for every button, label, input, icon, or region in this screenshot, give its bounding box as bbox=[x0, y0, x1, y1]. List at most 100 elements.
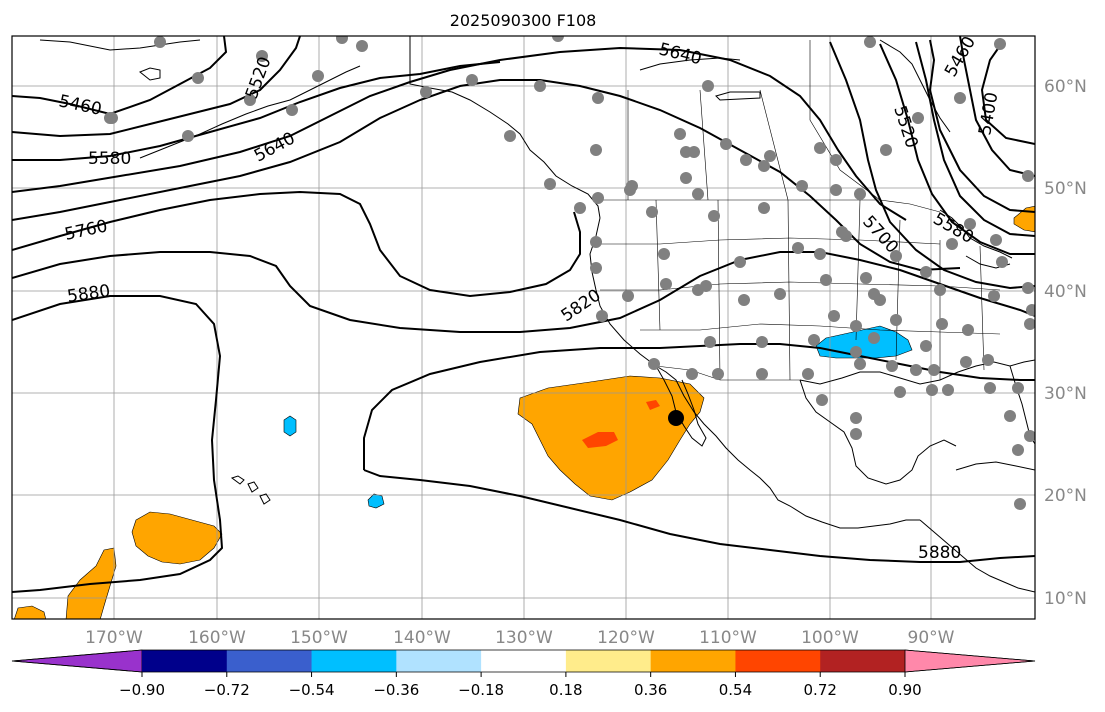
station-dot bbox=[808, 334, 820, 346]
contour-5460 bbox=[12, 36, 228, 116]
lon-label: 110°W bbox=[699, 628, 757, 648]
station-dot bbox=[552, 36, 564, 42]
station-dot bbox=[534, 80, 546, 92]
station-dot bbox=[590, 236, 602, 248]
colorbar-extend-high bbox=[904, 649, 1036, 673]
station-dot bbox=[868, 332, 880, 344]
station-dot bbox=[590, 144, 602, 156]
colorbar-segment bbox=[820, 650, 906, 672]
station-dot bbox=[658, 248, 670, 260]
station-dot bbox=[738, 294, 750, 306]
contour-5520 bbox=[12, 36, 301, 138]
station-dot bbox=[850, 428, 862, 440]
colorbar-segment bbox=[565, 650, 652, 672]
red-fill-baja-small bbox=[646, 400, 660, 410]
station-dot bbox=[596, 310, 608, 322]
contour-5700-east bbox=[829, 41, 1035, 290]
station-dot bbox=[962, 324, 974, 336]
red-fill-baja bbox=[582, 432, 618, 448]
colorbar-tick-label: 0.36 bbox=[634, 681, 667, 699]
colorbar-segment bbox=[735, 650, 821, 672]
station-dot bbox=[244, 94, 256, 106]
station-dot bbox=[994, 38, 1006, 50]
station-dot bbox=[850, 412, 862, 424]
station-dot bbox=[592, 92, 604, 104]
station-dot bbox=[1024, 430, 1035, 442]
station-dot bbox=[756, 368, 768, 380]
lon-label: 150°W bbox=[290, 628, 348, 648]
us-states-cols bbox=[655, 199, 985, 381]
station-dot bbox=[910, 364, 922, 376]
station-dot bbox=[756, 336, 768, 348]
colorbar-segment bbox=[650, 650, 736, 672]
canada-provinces bbox=[627, 40, 881, 201]
contour-5520-east bbox=[928, 39, 1035, 213]
colorbar-tick-label: −0.54 bbox=[289, 681, 335, 699]
station-dot bbox=[864, 36, 876, 48]
contour-5880-inner bbox=[363, 343, 1035, 563]
station-dot bbox=[890, 314, 902, 326]
station-dot bbox=[954, 92, 966, 104]
lon-label: 140°W bbox=[393, 628, 451, 648]
station-dot bbox=[1024, 318, 1035, 330]
blue-fill-plains bbox=[815, 325, 913, 359]
colorbar-segment bbox=[311, 650, 397, 672]
station-dot bbox=[880, 144, 892, 156]
station-dot bbox=[674, 128, 686, 140]
station-dot bbox=[356, 40, 368, 52]
station-dot bbox=[920, 266, 932, 278]
us-canada-border bbox=[598, 199, 941, 213]
station-dot bbox=[192, 72, 204, 84]
station-dot bbox=[764, 150, 776, 162]
colorbar-tick-label: 0.90 bbox=[888, 681, 921, 699]
station-dot bbox=[886, 360, 898, 372]
figure-title: 2025090300 F108 bbox=[450, 11, 597, 30]
station-dot bbox=[850, 346, 862, 358]
us-mexico-border bbox=[655, 365, 800, 381]
orange-fill-sw-corner bbox=[14, 605, 47, 619]
station-dot bbox=[964, 218, 976, 230]
station-dot bbox=[504, 130, 516, 142]
station-dot bbox=[920, 340, 932, 352]
station-dot bbox=[982, 354, 994, 366]
contour-5640-east bbox=[879, 43, 1035, 255]
colorbar-segment bbox=[142, 650, 228, 672]
colorbar-segment bbox=[226, 650, 313, 672]
blue-fill-pacific-2 bbox=[283, 415, 297, 437]
colorbar-tick-label: 0.54 bbox=[719, 681, 752, 699]
colorbar-tick-label: 0.18 bbox=[549, 681, 582, 699]
mexico-east-coast bbox=[799, 379, 957, 485]
station-dot bbox=[912, 112, 924, 124]
station-dot bbox=[740, 154, 752, 166]
lat-label: 60°N bbox=[1044, 77, 1087, 97]
station-dot bbox=[814, 142, 826, 154]
station-dot bbox=[996, 256, 1008, 268]
station-dot bbox=[702, 80, 714, 92]
station-dot bbox=[814, 248, 826, 260]
orange-fill-great-lakes bbox=[1013, 205, 1035, 233]
lon-label: 90°W bbox=[908, 628, 955, 648]
aleutian-islands bbox=[139, 65, 361, 159]
colorbar-tick-label: 0.72 bbox=[804, 681, 837, 699]
colorbar-tick-label: −0.18 bbox=[458, 681, 504, 699]
central-america bbox=[919, 519, 1035, 593]
contour-label: 5880 bbox=[918, 543, 961, 563]
lat-label: 20°N bbox=[1044, 486, 1087, 506]
station-dot bbox=[680, 172, 692, 184]
station-dot bbox=[712, 368, 724, 380]
contour-5760-west bbox=[12, 190, 581, 298]
station-dot bbox=[692, 188, 704, 200]
station-dot bbox=[590, 262, 602, 274]
station-dot bbox=[622, 290, 634, 302]
hawaii-islands bbox=[230, 475, 271, 505]
station-dots bbox=[104, 36, 1035, 510]
station-dot bbox=[592, 192, 604, 204]
colorbar-segment bbox=[481, 650, 567, 672]
station-dot bbox=[868, 288, 880, 300]
station-dot bbox=[336, 36, 348, 44]
contour-5820 bbox=[12, 251, 1035, 333]
blue-fill-pacific-1 bbox=[367, 493, 385, 509]
contour-5700-west bbox=[12, 79, 961, 272]
west-coast-us bbox=[589, 217, 920, 529]
